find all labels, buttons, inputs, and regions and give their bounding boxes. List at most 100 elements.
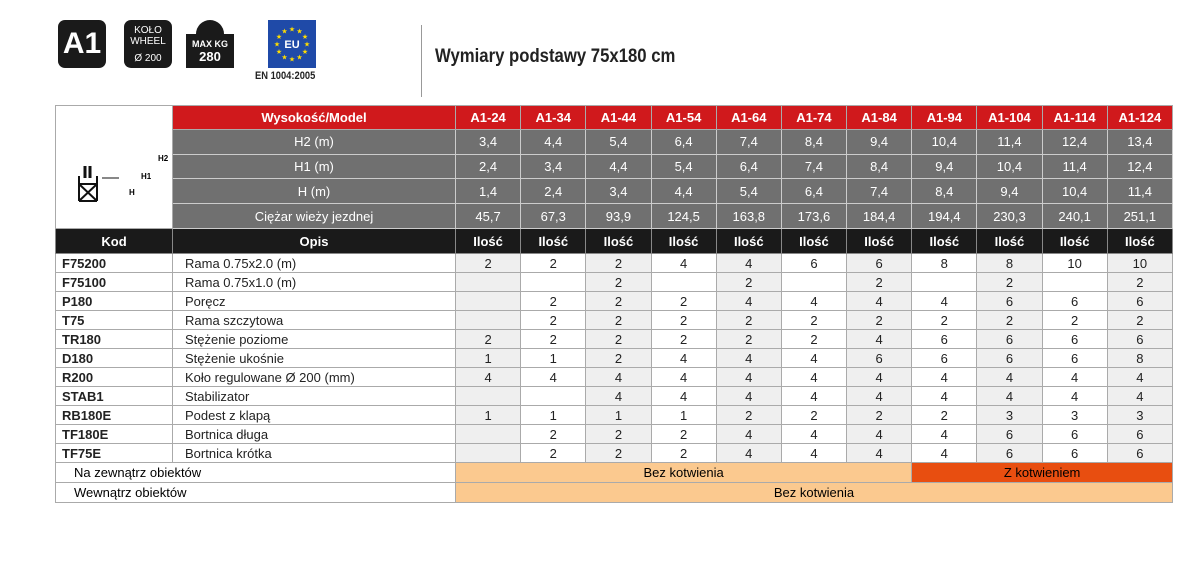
quantity-cell: 6 (1106, 424, 1174, 444)
part-description: Bortnica długa (172, 424, 456, 444)
part-description: Stabilizator (172, 386, 456, 406)
quantity-cell: 2 (1106, 272, 1174, 292)
quantity-cell (650, 272, 717, 292)
table-row: F75200 Rama 0.75x2.0 (m) 2 2 2 4 4 6 6 8 8 10 10 (55, 253, 1174, 273)
dimension-value: 163,8 (715, 203, 782, 229)
dimension-label: Ciężar wieży jezdnej (172, 203, 456, 229)
quantity-cell: 2 (911, 405, 978, 425)
table-row: P180 Poręcz 2 2 2 4 4 4 4 6 6 6 (55, 291, 1174, 311)
quantity-cell: 2 (585, 329, 652, 349)
dimension-label: H1 (m) (172, 153, 456, 180)
quantity-cell: 6 (1106, 329, 1174, 349)
dimension-value: 7,4 (780, 153, 848, 180)
model-header: A1-64 (715, 105, 782, 130)
quantity-cell: 8 (976, 253, 1043, 273)
quantity-cell: 4 (715, 253, 782, 273)
quantity-cell: 4 (846, 329, 913, 349)
quantity-cell: 4 (846, 424, 913, 444)
quantity-cell: 2 (780, 329, 848, 349)
scaffold-diagram-icon: H2 H1 H (77, 154, 168, 202)
quantity-cell: 6 (976, 329, 1043, 349)
quantity-cell: 4 (846, 367, 913, 387)
dimension-value: 5,4 (585, 128, 652, 155)
dimension-value: 194,4 (911, 203, 978, 229)
part-description: Rama 0.75x1.0 (m) (172, 272, 456, 292)
dimension-value: 4,4 (520, 128, 587, 155)
quantity-cell: 4 (846, 443, 913, 463)
dimension-value: 13,4 (1106, 128, 1174, 155)
quantity-cell: 1 (520, 405, 587, 425)
quantity-cell: 2 (585, 310, 652, 330)
quantity-cell: 2 (846, 272, 913, 292)
model-header: A1-114 (1041, 105, 1108, 130)
quantity-cell: 3 (976, 405, 1043, 425)
dimension-value: 67,3 (520, 203, 587, 229)
quantity-cell: 8 (911, 253, 978, 273)
page-title: Wymiary podstawy 75x180 cm (435, 46, 676, 67)
quantity-cell: 2 (846, 405, 913, 425)
model-header: A1-104 (976, 105, 1043, 130)
quantity-cell: 4 (1106, 367, 1174, 387)
model-header: A1-124 (1106, 105, 1174, 130)
table-row: F75100 Rama 0.75x1.0 (m) 2 2 2 2 2 (55, 272, 1174, 292)
outside-label: Na zewnątrz obiektów (55, 462, 456, 483)
star-icon: ★ (276, 33, 282, 41)
model-header: A1-34 (520, 105, 587, 130)
qty-header: Ilość (520, 228, 587, 254)
part-code: TR180 (55, 329, 173, 349)
qty-header: Ilość (585, 228, 652, 254)
spec-table: H2 H1 H Wysokość/Model A1-24 A1-34 A1-44 A1-5… (55, 105, 1174, 503)
quantity-cell: 2 (520, 291, 587, 311)
dimension-value: 5,4 (715, 178, 782, 205)
dimension-value: 9,4 (846, 128, 913, 155)
quantity-cell: 1 (454, 348, 522, 368)
model-header: A1-54 (650, 105, 717, 130)
dimension-value: 2,4 (520, 178, 587, 205)
dimension-value: 3,4 (585, 178, 652, 205)
star-icon: ★ (296, 53, 302, 61)
dimension-value: 173,6 (780, 203, 848, 229)
quantity-cell: 6 (780, 253, 848, 273)
quantity-cell (454, 291, 522, 311)
quantity-cell: 8 (1106, 348, 1174, 368)
quantity-cell (520, 386, 587, 406)
quantity-cell: 2 (650, 329, 717, 349)
wheel-label-en: WHEEL (130, 36, 166, 47)
quantity-cell: 6 (1041, 291, 1108, 311)
dimension-value: 5,4 (650, 153, 717, 180)
quantity-cell: 4 (911, 443, 978, 463)
quantity-cell: 4 (911, 291, 978, 311)
star-icon: ★ (276, 48, 282, 56)
quantity-cell: 4 (715, 348, 782, 368)
quantity-cell: 4 (715, 386, 782, 406)
star-icon: ★ (289, 56, 295, 64)
quantity-cell: 2 (585, 272, 652, 292)
quantity-cell: 4 (780, 443, 848, 463)
part-description: Rama 0.75x2.0 (m) (172, 253, 456, 273)
opis-header: Opis (172, 228, 456, 254)
dimension-value: 8,4 (911, 178, 978, 205)
table-row: TF180E Bortnica długa 2 2 2 4 4 4 4 6 6 6 (55, 424, 1174, 444)
star-icon: ★ (289, 26, 295, 34)
model-badge: A1 (58, 20, 106, 68)
quantity-cell: 2 (1041, 310, 1108, 330)
star-icon: ★ (302, 48, 308, 56)
quantity-cell: 2 (780, 405, 848, 425)
star-icon: ★ (281, 28, 287, 36)
quantity-cell: 2 (585, 291, 652, 311)
dimension-value: 240,1 (1041, 203, 1108, 229)
kod-header: Kod (55, 228, 173, 254)
table-row: TF75E Bortnica krótka 2 2 2 4 4 4 4 6 6 6 (55, 443, 1174, 463)
table-row: R200 Koło regulowane Ø 200 (mm) 4 4 4 4 4 4 4 4 4 4… (55, 367, 1174, 387)
qty-header: Ilość (650, 228, 717, 254)
quantity-cell: 2 (715, 310, 782, 330)
quantity-cell: 6 (1041, 443, 1108, 463)
quantity-cell: 3 (1106, 405, 1174, 425)
quantity-cell: 2 (1106, 310, 1174, 330)
dimension-value: 11,4 (976, 128, 1043, 155)
quantity-cell: 2 (715, 329, 782, 349)
dimension-value: 4,4 (585, 153, 652, 180)
dimension-value: 1,4 (454, 178, 522, 205)
dimension-value: 11,4 (1041, 153, 1108, 180)
wheel-size: Ø 200 (134, 53, 162, 64)
